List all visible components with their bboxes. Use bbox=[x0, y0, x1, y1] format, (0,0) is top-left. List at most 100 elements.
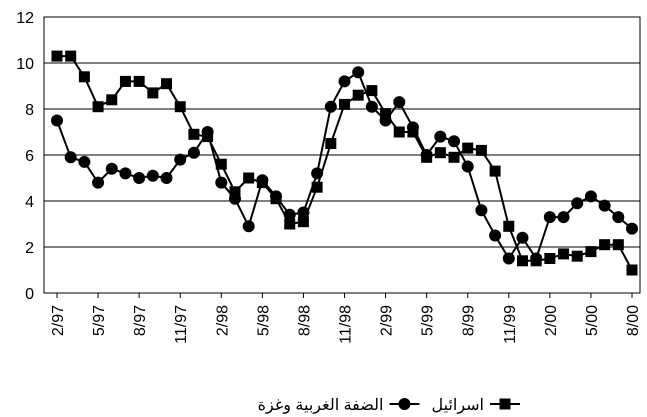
point bbox=[338, 75, 351, 88]
legend-label: الضفة الغربية وغزة bbox=[258, 397, 384, 414]
point bbox=[612, 239, 624, 251]
point bbox=[516, 231, 529, 244]
point bbox=[420, 149, 433, 161]
point bbox=[543, 211, 556, 224]
x-tick-label: 5/97 bbox=[91, 305, 108, 336]
x-tick-label: 11/97 bbox=[173, 305, 190, 344]
y-tick-label: 4 bbox=[25, 194, 34, 211]
point bbox=[365, 100, 378, 113]
point bbox=[571, 197, 584, 210]
point bbox=[502, 252, 515, 265]
x-tick-label: 11/99 bbox=[502, 305, 519, 344]
point bbox=[228, 192, 241, 205]
x-tick-label: 8/99 bbox=[461, 305, 478, 336]
x-tick-label: 8/97 bbox=[132, 305, 149, 336]
point bbox=[133, 172, 146, 184]
point bbox=[161, 78, 173, 90]
point bbox=[78, 155, 91, 168]
x-tick-label: 2/00 bbox=[543, 305, 560, 336]
point bbox=[516, 255, 528, 267]
point bbox=[105, 162, 118, 175]
x-tick-label: 8/00 bbox=[625, 305, 642, 336]
point bbox=[187, 146, 200, 159]
legend-marker bbox=[499, 398, 511, 410]
y-tick-label: 10 bbox=[16, 56, 34, 73]
point bbox=[434, 147, 446, 159]
point bbox=[256, 174, 269, 187]
point bbox=[119, 167, 132, 180]
x-tick-label: 2/99 bbox=[379, 305, 396, 336]
x-tick-label: 5/00 bbox=[584, 305, 601, 336]
x-tick-label: 5/99 bbox=[420, 305, 437, 336]
point bbox=[626, 264, 638, 276]
point bbox=[475, 204, 488, 217]
point bbox=[215, 158, 227, 170]
point bbox=[283, 208, 296, 221]
point bbox=[146, 169, 159, 182]
point bbox=[558, 248, 570, 260]
x-tick-label: 2/98 bbox=[214, 305, 231, 336]
point bbox=[503, 220, 515, 232]
x-tick-label: 2/97 bbox=[50, 305, 67, 336]
point bbox=[461, 160, 474, 173]
point bbox=[339, 98, 350, 110]
point bbox=[406, 121, 419, 134]
point bbox=[243, 172, 255, 184]
point bbox=[174, 101, 186, 113]
point bbox=[584, 190, 597, 203]
point bbox=[599, 239, 611, 251]
point bbox=[188, 128, 200, 140]
y-tick-label: 8 bbox=[25, 102, 34, 119]
point bbox=[65, 50, 77, 62]
y-tick-label: 12 bbox=[16, 10, 34, 27]
point bbox=[64, 151, 77, 164]
point bbox=[311, 181, 323, 193]
point bbox=[284, 218, 296, 230]
point bbox=[448, 135, 461, 148]
legend-marker bbox=[398, 398, 411, 410]
point bbox=[119, 75, 131, 87]
point bbox=[489, 165, 501, 177]
point bbox=[51, 50, 63, 62]
point bbox=[270, 190, 283, 203]
point bbox=[612, 211, 625, 224]
point bbox=[201, 126, 214, 138]
x-tick-label: 8/98 bbox=[296, 305, 313, 336]
point bbox=[585, 246, 597, 258]
point bbox=[448, 151, 460, 163]
point bbox=[626, 222, 638, 235]
point bbox=[352, 89, 364, 101]
point bbox=[489, 229, 502, 242]
point bbox=[571, 250, 583, 262]
point bbox=[366, 85, 378, 97]
point bbox=[78, 71, 90, 83]
point bbox=[147, 87, 159, 99]
point bbox=[242, 220, 255, 233]
point bbox=[598, 199, 611, 212]
point bbox=[475, 144, 487, 156]
point bbox=[380, 108, 392, 120]
y-tick-label: 0 bbox=[25, 286, 34, 303]
x-tick-label: 11/98 bbox=[338, 305, 355, 344]
y-tick-label: 6 bbox=[25, 148, 34, 165]
point bbox=[215, 176, 228, 189]
point bbox=[530, 252, 543, 265]
point bbox=[393, 126, 405, 138]
point bbox=[324, 100, 337, 113]
point bbox=[297, 206, 310, 219]
point bbox=[106, 94, 118, 106]
point bbox=[544, 253, 556, 264]
point bbox=[297, 216, 309, 228]
point bbox=[434, 130, 447, 143]
point bbox=[379, 114, 392, 127]
point bbox=[393, 96, 406, 109]
y-tick-label: 2 bbox=[25, 240, 34, 257]
legend-label: اسرائيل bbox=[431, 397, 484, 414]
point bbox=[557, 211, 570, 224]
x-tick-label: 5/98 bbox=[255, 305, 272, 336]
point bbox=[311, 167, 324, 180]
point bbox=[51, 114, 63, 127]
point bbox=[325, 138, 337, 149]
point bbox=[92, 176, 105, 189]
